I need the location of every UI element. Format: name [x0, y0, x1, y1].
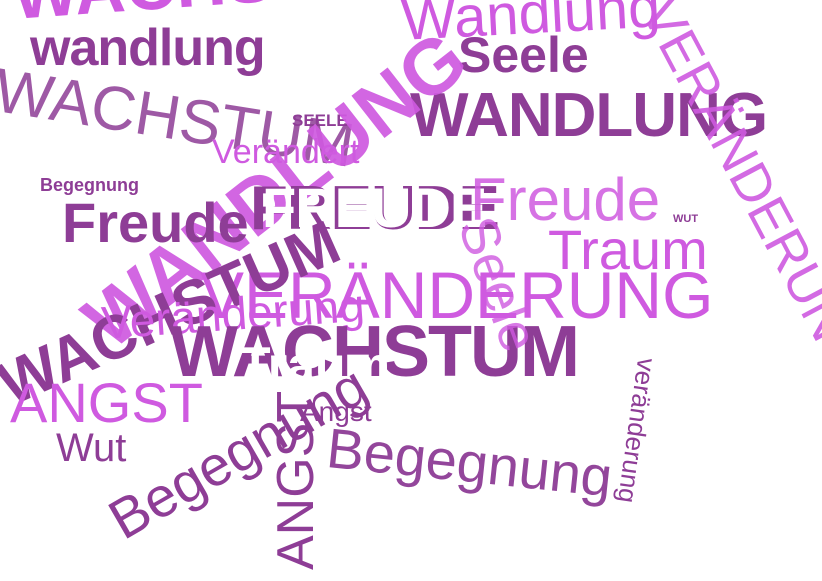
- word-traum-light: Traum: [548, 218, 708, 281]
- word-seele-large: Seele: [458, 27, 589, 83]
- word-veraenderung-vertical: veränderung: [611, 356, 662, 505]
- word-freude-bold: Freude: [62, 191, 249, 254]
- word-freude-bottom: Begegnung: [323, 416, 616, 509]
- word-freude-caps: FREUDE: [250, 174, 500, 243]
- word-wut-medium: Wut: [56, 426, 127, 470]
- word-veraenderung-caps: VERÄNDERUNG: [200, 258, 714, 332]
- word-traum-white: Traum: [240, 337, 391, 393]
- word-begegnung-small: Begegnung: [40, 175, 139, 195]
- word-seele-small: SEELE: [292, 111, 348, 130]
- word-freude-light: Freude: [470, 166, 661, 233]
- word-angst-small: Angst: [300, 396, 372, 427]
- word-wut-small: WUT: [673, 213, 699, 225]
- word-wandlung-bold: wandlung: [30, 19, 266, 77]
- word-veraenderung-mid: Verändert: [212, 133, 360, 171]
- word-angst-vertical: ANGST: [267, 390, 325, 570]
- word-wachstum-big: WACHSTUM: [170, 312, 580, 392]
- word-freude-white: FREUDE: [262, 176, 487, 239]
- word-angst-light: ANGST: [10, 371, 203, 434]
- word-wandlung-large: WANDLUNG: [410, 81, 768, 150]
